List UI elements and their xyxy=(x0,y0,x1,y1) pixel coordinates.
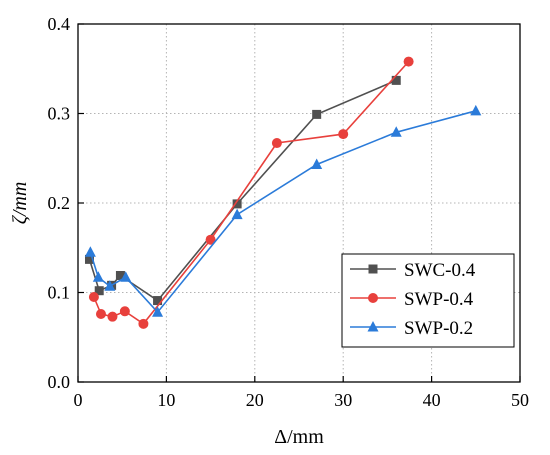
legend: SWC-0.4 SWP-0.4 SWP-0.2 xyxy=(341,253,515,348)
data-point xyxy=(92,271,104,282)
data-point xyxy=(104,280,116,291)
y-axis-label: ζ/mm xyxy=(9,182,31,225)
legend-marker xyxy=(368,264,378,274)
x-tick-label: 50 xyxy=(511,390,529,410)
data-point xyxy=(205,234,216,245)
y-tick-label: 0.0 xyxy=(48,372,71,392)
data-point xyxy=(107,311,118,322)
y-tick-label: 0.1 xyxy=(48,283,71,303)
legend-marker xyxy=(367,321,379,332)
y-tick-label: 0.2 xyxy=(48,193,71,213)
x-axis-label: Δ/mm xyxy=(274,426,324,448)
data-point xyxy=(95,308,106,319)
data-point xyxy=(391,75,401,85)
data-point xyxy=(84,254,94,264)
data-point xyxy=(94,286,104,296)
legend-marker xyxy=(368,293,378,303)
data-point xyxy=(232,199,242,209)
series-layer xyxy=(84,56,482,329)
legend-label: SWP-0.2 xyxy=(404,318,473,339)
y-tick-label: 0.4 xyxy=(48,14,71,34)
data-point xyxy=(88,291,99,302)
data-point xyxy=(152,306,164,317)
data-point xyxy=(84,246,96,257)
data-point xyxy=(390,126,402,137)
data-point xyxy=(119,306,130,317)
series-swp-0-4 xyxy=(88,56,414,329)
data-point xyxy=(153,296,163,306)
x-tick-label: 20 xyxy=(246,390,264,410)
x-tick-label: 30 xyxy=(334,390,352,410)
legend-label: SWP-0.4 xyxy=(404,289,474,310)
x-tick-label: 0 xyxy=(74,390,83,410)
y-tick-label: 0.3 xyxy=(48,104,71,124)
data-point xyxy=(311,158,323,170)
x-tick-label: 10 xyxy=(157,390,175,410)
data-point xyxy=(470,104,482,116)
data-point xyxy=(338,129,349,140)
data-point xyxy=(271,138,282,149)
data-point xyxy=(115,270,125,280)
data-point xyxy=(403,56,414,67)
legend-item: SWP-0.4 xyxy=(350,289,474,310)
x-tick-label: 40 xyxy=(423,390,441,410)
legend-label: SWC-0.4 xyxy=(404,260,476,281)
ticks: 0 10 20 30 40 50 0.0 0.1 0.2 0.3 0.4 xyxy=(48,14,530,410)
series-swp-0-2 xyxy=(84,104,482,317)
data-point xyxy=(138,318,149,329)
data-point xyxy=(120,271,132,282)
legend-item: SWP-0.2 xyxy=(350,318,473,339)
data-point xyxy=(312,109,322,119)
legend-item: SWC-0.4 xyxy=(350,260,476,281)
data-point xyxy=(231,208,243,220)
